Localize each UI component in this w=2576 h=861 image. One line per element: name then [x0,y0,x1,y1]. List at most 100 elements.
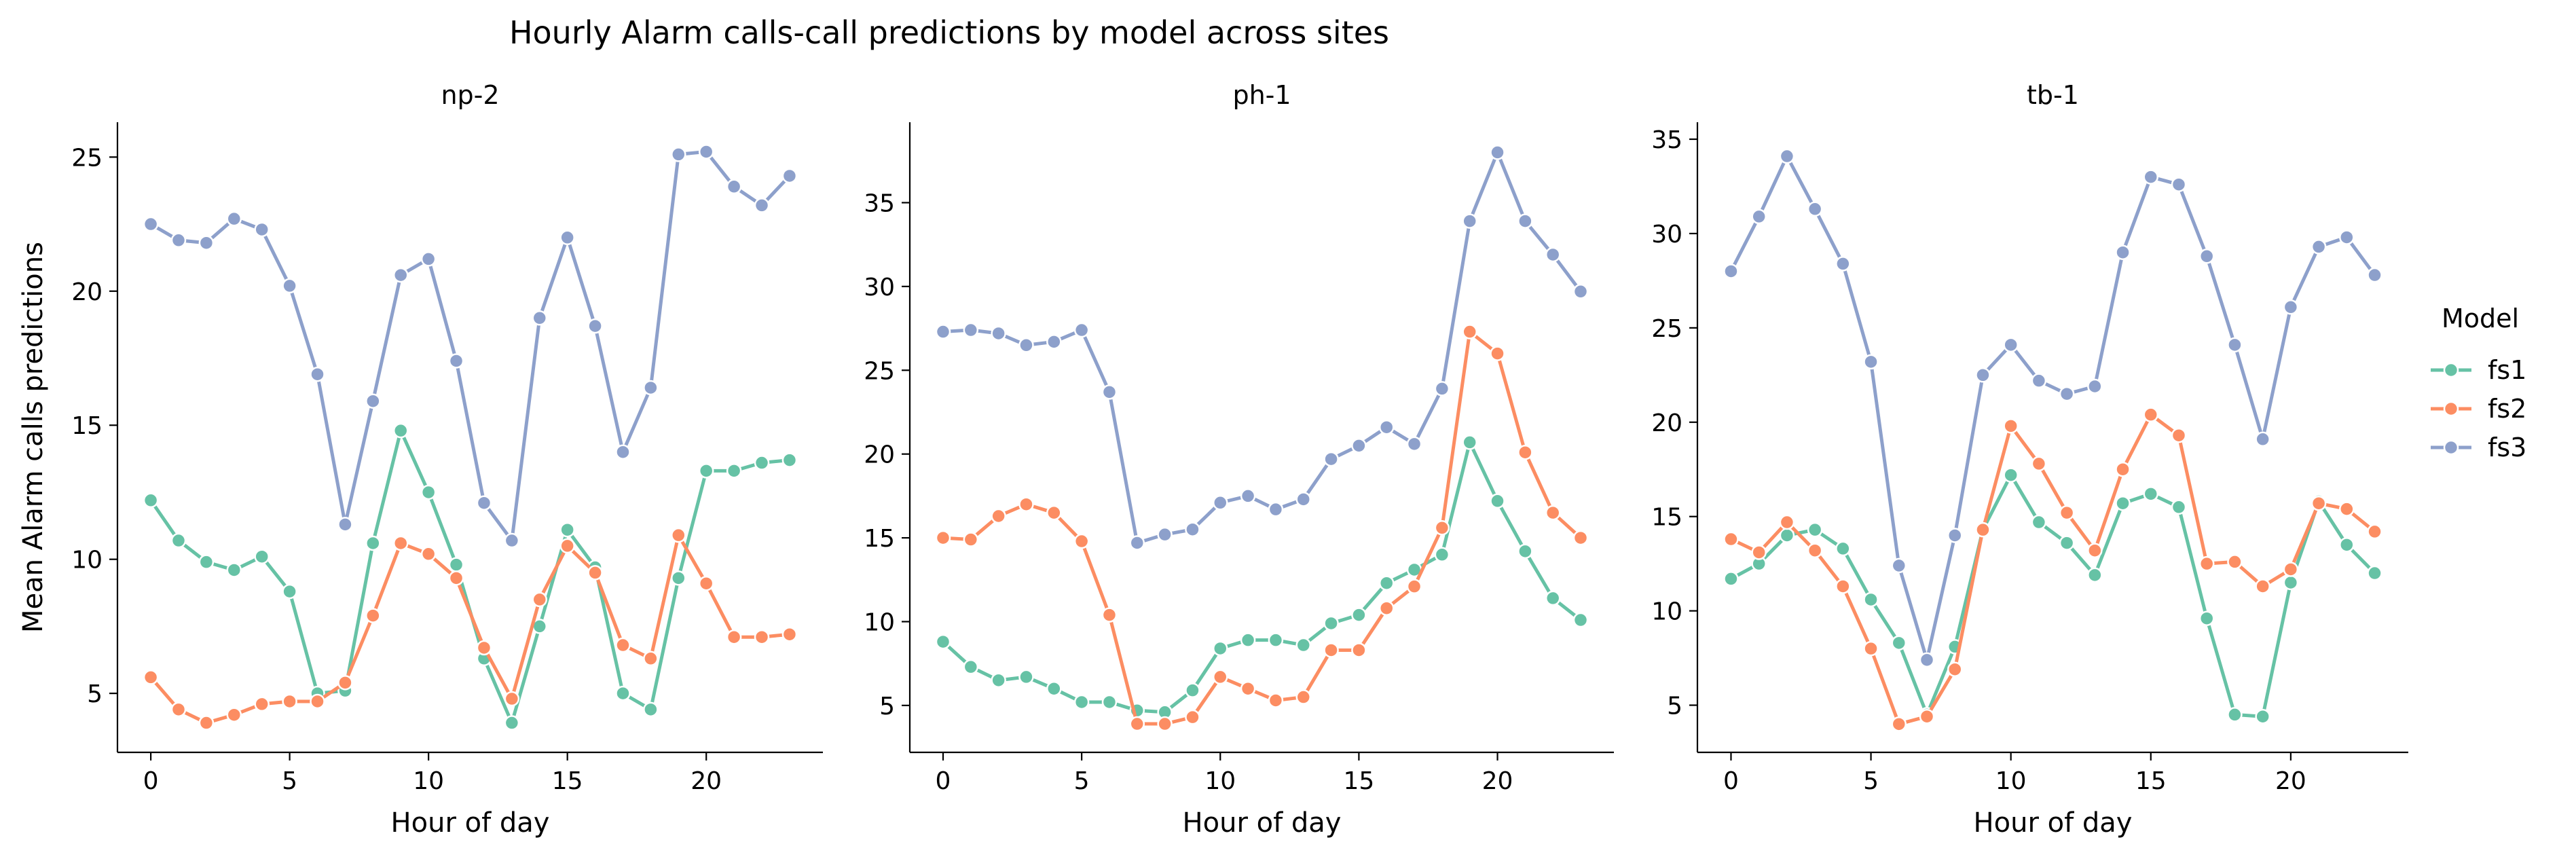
data-point-fs2 [1975,521,1991,538]
data-point-fs2 [1807,543,1823,558]
data-point-fs3 [963,322,979,338]
data-point-fs3 [1240,488,1256,504]
data-point-fs3 [1073,322,1090,338]
data-point-fs2 [1213,669,1228,685]
data-point-fs1 [2198,610,2215,626]
data-point-fs2 [310,693,325,710]
data-point-fs2 [935,530,951,546]
data-point-fs2 [2059,505,2075,521]
data-point-fs1 [504,715,520,731]
data-point-fs1 [1723,571,1739,587]
figure-title: Hourly Alarm calls-call predictions by m… [509,14,1389,51]
data-point-fs3 [559,230,575,246]
data-point-fs1 [781,452,798,468]
series-fs1 [143,422,798,731]
data-point-fs3 [1779,148,1795,164]
y-tick-label: 10 [71,547,103,574]
data-point-fs1 [1863,591,1879,608]
data-point-fs2 [1018,496,1034,512]
y-tick-label: 20 [864,441,895,469]
y-tick-label: 20 [71,278,103,306]
series-line-fs2 [941,330,1583,726]
y-tick-label: 25 [71,144,103,172]
data-point-fs3 [2171,177,2187,192]
data-point-fs2 [504,691,520,707]
data-point-fs1 [1807,521,1823,538]
data-point-fs3 [2311,239,2327,255]
y-tick-label: 30 [1651,221,1682,249]
data-point-fs3 [1863,354,1879,370]
data-point-fs3 [615,444,631,460]
y-tick-label: 5 [1667,693,1682,720]
series-fs3 [935,145,1589,551]
data-point-fs2 [1434,520,1450,536]
data-point-fs2 [1947,661,1963,677]
data-point-fs1 [1462,435,1477,450]
y-tick-label: 15 [864,525,895,553]
data-point-fs3 [1572,284,1589,299]
data-point-fs1 [1517,543,1533,560]
series-line-fs2 [1729,413,2377,726]
data-point-fs1 [2283,574,2299,591]
data-point-fs1 [170,532,187,549]
series-fs2 [1723,407,2382,732]
data-point-fs3 [1295,492,1311,507]
data-point-fs3 [991,325,1006,342]
data-point-fs3 [2143,169,2159,185]
data-point-fs2 [1351,642,1367,658]
data-point-fs2 [420,546,437,562]
x-axis-label: Hour of day [1974,807,2133,839]
data-point-fs1 [2143,486,2159,502]
data-point-fs2 [532,591,548,608]
data-point-fs2 [476,640,492,656]
series-fs3 [143,144,798,549]
data-point-fs3 [698,144,714,160]
x-tick-label: 0 [1723,767,1739,795]
data-point-fs1 [254,549,270,564]
data-point-fs3 [1975,367,1991,383]
data-point-fs3 [226,210,242,227]
legend: Model fs1 fs2 fs3 [2431,304,2526,462]
data-point-fs3 [2367,267,2382,283]
data-point-fs1 [726,463,742,479]
y-tick-label: 35 [1651,126,1682,154]
x-tick-label: 15 [2135,767,2167,795]
data-point-fs2 [1406,579,1422,594]
data-point-fs1 [420,484,437,500]
data-point-fs1 [2003,467,2019,483]
data-point-fs2 [2339,501,2355,517]
data-point-fs2 [392,535,409,551]
data-point-fs2 [282,693,297,710]
data-point-fs2 [781,626,798,642]
data-point-fs1 [2367,565,2382,581]
data-point-fs3 [1517,213,1533,229]
data-point-fs3 [1323,451,1339,467]
data-point-fs2 [2227,554,2243,570]
data-point-fs2 [1268,693,1284,708]
data-point-fs3 [1406,436,1422,452]
data-point-fs1 [1891,635,1907,651]
data-point-fs3 [2255,431,2270,447]
data-point-fs1 [1779,528,1795,543]
data-point-fs3 [2087,378,2103,395]
series-fs1 [1723,467,2382,725]
data-point-fs2 [1129,716,1145,732]
data-point-fs1 [1073,694,1090,710]
data-point-fs3 [1101,384,1118,400]
data-point-fs2 [963,532,979,547]
panel-ph-1: ph-1 0 5 10 15 20 5 10 15 20 25 30 35 Hour of day [864,80,1614,839]
data-point-fs2 [2031,456,2047,472]
data-point-fs1 [1046,680,1062,697]
data-point-fs3 [448,353,464,369]
data-point-fs2 [2367,524,2382,540]
legend-entry-fs3: fs3 [2431,433,2526,462]
data-point-fs1 [2031,514,2047,530]
data-point-fs3 [1213,495,1228,511]
data-point-fs1 [1490,493,1505,509]
x-axis-label: Hour of day [1183,807,1342,839]
data-point-fs1 [1323,615,1339,631]
legend-entry-fs1: fs1 [2431,355,2526,385]
data-point-fs2 [2115,461,2131,477]
panel-title: np-2 [441,80,499,110]
